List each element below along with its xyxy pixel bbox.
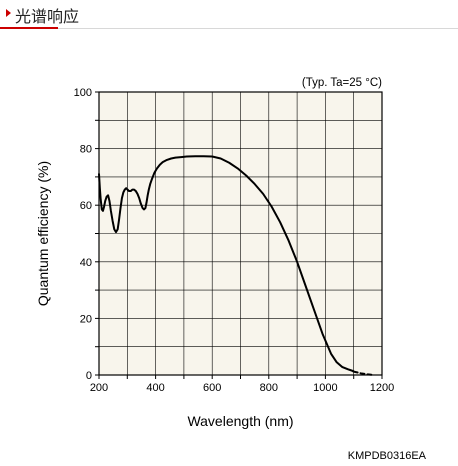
header-divider [0,28,458,29]
y-axis-label: Quantum efficiency (%) [35,161,51,306]
axis-ticks [95,91,383,379]
x-axis-label: Wavelength (nm) [187,413,293,429]
x-tick-label: 600 [203,382,221,394]
plot-frame [98,91,383,376]
grid-lines [99,92,382,375]
bullet-triangle-icon [6,9,11,17]
x-tick-label: 1000 [313,382,337,394]
condition-note: (Typ. Ta=25 °C) [302,77,382,89]
y-tick-label: 0 [86,370,92,382]
x-tick-label: 1200 [370,382,394,394]
header-accent-line [0,27,58,29]
x-tick-labels: 200 400 600 800 1000 1200 [90,382,394,394]
x-tick-label: 200 [90,382,108,394]
qe-curve [98,155,355,373]
x-tick-label: 400 [146,382,164,394]
y-tick-label: 100 [74,87,92,99]
y-tick-label: 80 [80,144,92,156]
section-header: 光谱响应 [0,0,458,30]
x-tick-label: 800 [260,382,278,394]
document-code: KMPDB0316EA [347,450,426,462]
y-tick-label: 40 [80,257,92,269]
y-tick-label: 20 [80,313,92,325]
section-title: 光谱响应 [15,7,80,26]
y-tick-label: 60 [80,200,92,212]
y-tick-labels: 0 20 40 60 80 100 [74,87,92,382]
